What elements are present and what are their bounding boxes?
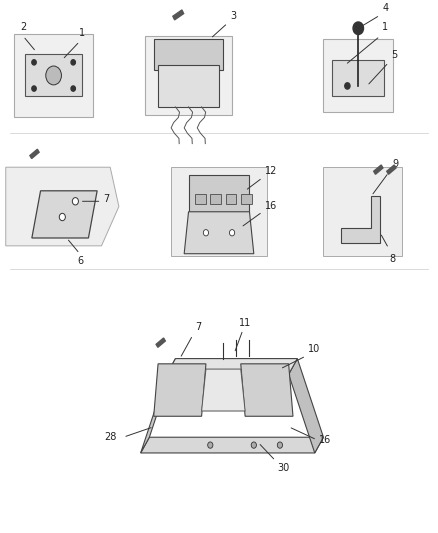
Text: 9: 9 xyxy=(392,159,398,169)
Text: 16: 16 xyxy=(319,435,332,445)
Circle shape xyxy=(32,60,36,65)
Circle shape xyxy=(59,213,65,221)
Text: 6: 6 xyxy=(78,256,84,266)
Bar xyxy=(25,54,82,96)
Text: 30: 30 xyxy=(278,464,290,473)
Bar xyxy=(374,165,383,174)
Text: 28: 28 xyxy=(104,432,117,442)
Polygon shape xyxy=(201,369,245,411)
Text: 1: 1 xyxy=(79,28,85,38)
Bar xyxy=(171,167,267,256)
Text: 1: 1 xyxy=(382,22,389,33)
Text: 4: 4 xyxy=(382,3,389,13)
Bar xyxy=(210,195,221,204)
Circle shape xyxy=(208,442,213,448)
Text: 7: 7 xyxy=(195,322,201,333)
Text: 10: 10 xyxy=(308,344,321,354)
Polygon shape xyxy=(6,167,119,246)
Circle shape xyxy=(72,198,78,205)
Bar xyxy=(195,195,206,204)
Circle shape xyxy=(71,86,75,91)
Text: 3: 3 xyxy=(230,11,236,21)
Polygon shape xyxy=(167,359,297,374)
Bar xyxy=(241,195,252,204)
Bar xyxy=(323,39,393,112)
Bar xyxy=(156,338,165,348)
Bar xyxy=(323,167,402,256)
Circle shape xyxy=(71,60,75,65)
Bar xyxy=(158,65,219,107)
Polygon shape xyxy=(154,364,206,416)
Bar xyxy=(332,60,385,96)
Circle shape xyxy=(251,442,256,448)
Circle shape xyxy=(353,22,364,35)
Text: 8: 8 xyxy=(390,254,396,264)
Polygon shape xyxy=(341,196,380,243)
Text: 2: 2 xyxy=(20,22,26,33)
Bar xyxy=(226,195,237,204)
Polygon shape xyxy=(289,359,323,453)
Bar xyxy=(188,175,250,212)
Circle shape xyxy=(46,66,61,85)
Bar xyxy=(14,34,93,117)
Bar xyxy=(154,39,223,70)
Circle shape xyxy=(203,230,208,236)
Bar xyxy=(173,10,184,20)
Text: 5: 5 xyxy=(391,50,397,60)
Bar xyxy=(145,36,232,115)
Circle shape xyxy=(277,442,283,448)
Polygon shape xyxy=(184,212,254,254)
Polygon shape xyxy=(241,364,293,416)
Bar xyxy=(387,165,396,174)
Polygon shape xyxy=(141,437,323,453)
Circle shape xyxy=(345,83,350,89)
Circle shape xyxy=(230,230,235,236)
Polygon shape xyxy=(141,359,176,453)
Text: 12: 12 xyxy=(265,166,277,176)
Circle shape xyxy=(32,86,36,91)
Text: 16: 16 xyxy=(265,201,277,211)
Text: 11: 11 xyxy=(239,318,251,328)
Polygon shape xyxy=(32,191,97,238)
Bar xyxy=(30,149,39,158)
Text: 7: 7 xyxy=(104,193,110,204)
